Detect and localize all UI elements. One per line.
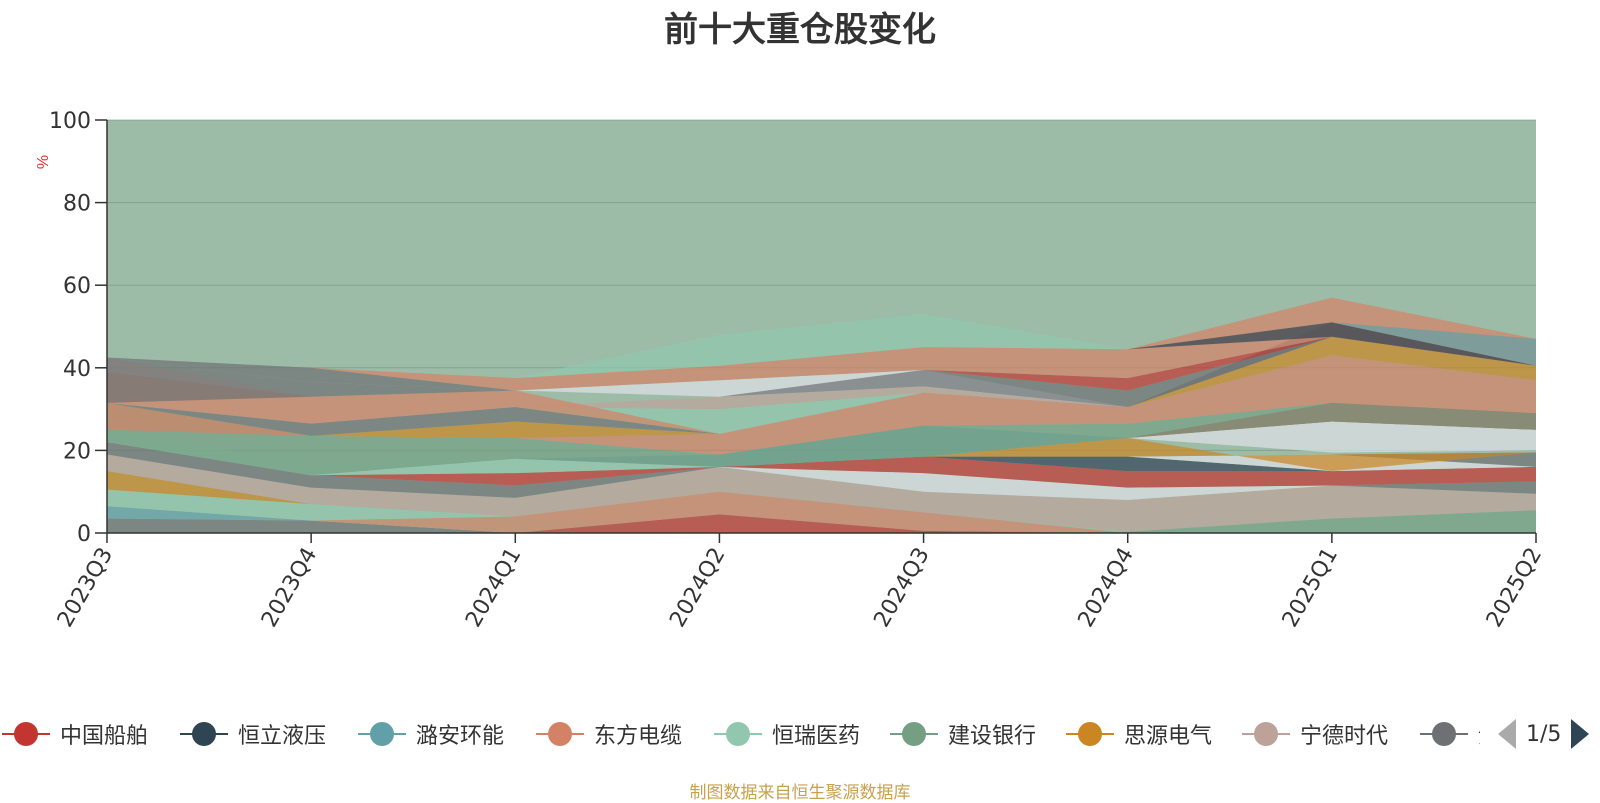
area-band (107, 322, 1536, 436)
legend-label: 恒瑞医药 (772, 724, 861, 749)
x-tick-label: 2023Q4 (257, 544, 322, 632)
area-band (107, 336, 1536, 438)
legend-item[interactable]: 紫 (1418, 714, 1480, 754)
area-band (107, 322, 1536, 379)
legend-marker-icon (1242, 722, 1290, 746)
legend-marker-icon (358, 722, 406, 746)
area-band (107, 402, 1536, 476)
legend-item[interactable]: 恒立液压 (178, 714, 326, 754)
x-tick-label: 2025Q1 (1278, 544, 1343, 632)
pager-prev-icon[interactable] (1498, 719, 1516, 749)
legend-label: 紫 (1478, 718, 1480, 750)
legend-marker-icon (180, 722, 228, 746)
area-band (107, 454, 1536, 500)
area-band (107, 442, 1536, 488)
area-band (107, 442, 1536, 498)
legend-marker-icon (714, 722, 762, 746)
legend-item[interactable]: 中国船舶 (0, 714, 148, 754)
x-tick-label: 2024Q2 (665, 544, 730, 632)
legend-item[interactable]: 建设银行 (888, 714, 1036, 754)
pager-next-icon[interactable] (1571, 719, 1590, 749)
area-chart: 0 20 40 60 80 100 2023Q3 2023Q4 2024Q1 2024Q2 2024… (35, 109, 1547, 632)
area-band (107, 514, 1536, 533)
y-tick-label: 40 (63, 357, 91, 382)
pager-text: 1/5 (1526, 721, 1562, 747)
y-tick-label: 0 (77, 522, 91, 547)
area-band (107, 518, 1536, 533)
area-band (107, 421, 1536, 465)
legend-marker-icon (1420, 722, 1468, 746)
legend-marker-icon (536, 722, 584, 746)
y-tick-label: 80 (63, 192, 91, 217)
legend-marker-icon (890, 722, 938, 746)
area-band (107, 297, 1536, 391)
y-tick-label: 20 (63, 439, 91, 464)
legend: 中国船舶 恒立液压 潞安环能 东方电缆 恒瑞医药 建设银行 思源电气 宁德时代 紫 (0, 714, 1480, 754)
legend-item[interactable]: 东方电缆 (534, 714, 682, 754)
x-tick-label: 2025Q2 (1482, 544, 1547, 632)
y-tick-label: 100 (49, 109, 91, 134)
legend-item[interactable]: 潞安环能 (356, 714, 504, 754)
area-band (107, 454, 1536, 532)
area-band (107, 491, 1536, 533)
legend-label: 思源电气 (1124, 724, 1213, 749)
legend-label: 潞安环能 (416, 724, 505, 749)
x-tick-label: 2023Q3 (53, 544, 118, 632)
area-band (107, 429, 1536, 476)
area-band (107, 336, 1536, 434)
chart-title: 前十大重仓股变化 (664, 10, 936, 50)
x-tick-label: 2024Q1 (461, 544, 526, 632)
x-tick-label: 2024Q3 (869, 544, 934, 632)
area-band (107, 355, 1536, 455)
y-axis-label: % (35, 155, 52, 169)
area-band (107, 438, 1536, 476)
legend-marker-icon (2, 722, 50, 746)
area-band (107, 297, 1536, 379)
area-band (107, 510, 1536, 533)
legend-label: 中国船舶 (60, 724, 149, 749)
legend-label: 建设银行 (948, 724, 1037, 749)
area-band (107, 442, 1536, 476)
y-tick-label: 60 (63, 274, 91, 299)
legend-label: 宁德时代 (1300, 724, 1389, 749)
area-band (107, 442, 1536, 476)
legend-label: 恒立液压 (238, 724, 327, 749)
data-source-note: 制图数据来自恒生聚源数据库 (689, 783, 911, 803)
legend-item[interactable]: 宁德时代 (1240, 714, 1388, 754)
area-band (107, 336, 1536, 407)
legend-item[interactable]: 恒瑞医药 (712, 714, 860, 754)
legend-label: 东方电缆 (594, 724, 683, 749)
x-tick-label: 2024Q4 (1074, 544, 1139, 632)
legend-item[interactable]: 思源电气 (1064, 714, 1212, 754)
legend-pager: 1/5 (1498, 714, 1590, 754)
legend-marker-icon (1066, 722, 1114, 746)
